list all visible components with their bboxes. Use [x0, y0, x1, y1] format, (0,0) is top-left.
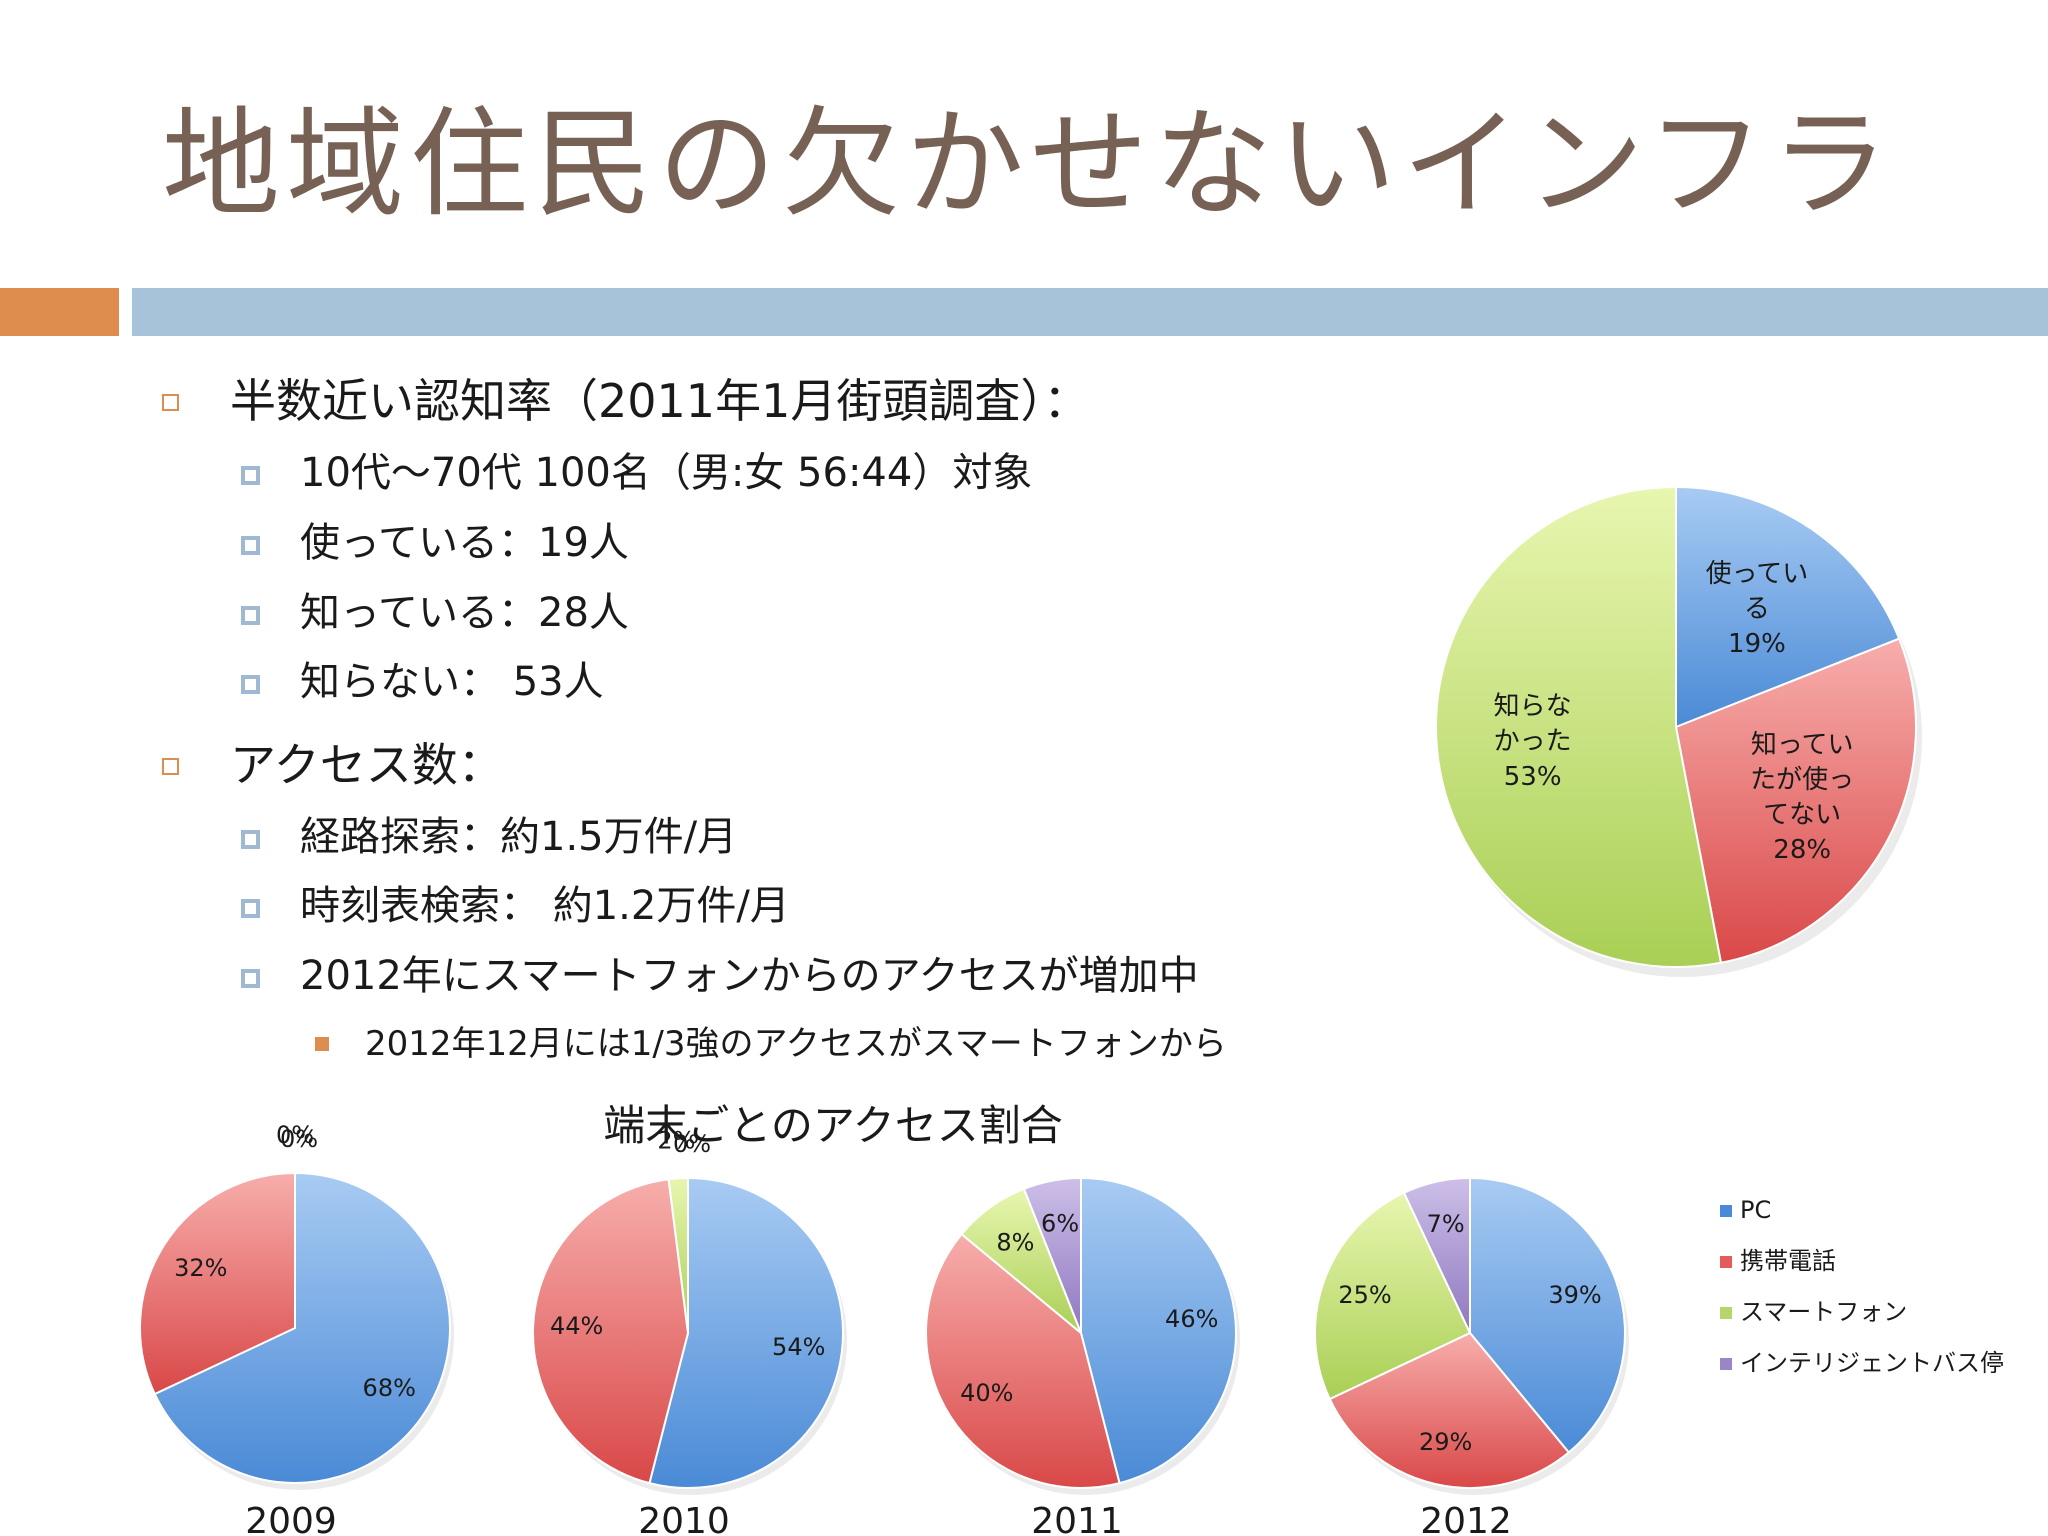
device-pie-label: 7% — [1427, 1210, 1465, 1238]
bullet-smartphone-share: 2012年12月には1/3強のアクセスがスマートフォンから — [365, 1024, 1227, 1064]
device-pie-year: 2009 — [245, 1501, 337, 1536]
sub-sub-bullet-marker — [315, 1037, 329, 1051]
device-pie-2009-slice — [139, 1171, 296, 1396]
legend-swatch — [1720, 1205, 1732, 1217]
device-pie-label: 6% — [1041, 1209, 1079, 1237]
bullet-access-count: アクセス数： — [230, 738, 504, 792]
sub-bullet-marker — [241, 606, 260, 625]
bullet-survey-target: 10代〜70代 100名（男:女 56:44）対象 — [300, 450, 1033, 496]
legend-label: PC — [1740, 1196, 1771, 1224]
device-pie-label: 32% — [174, 1254, 227, 1282]
bullet-not-knowing: 知らない： 53人 — [300, 659, 604, 705]
bullet-awareness: 半数近い認知率（2011年1月街頭調査）： — [230, 374, 1090, 428]
sub-bullet-marker — [241, 536, 260, 555]
device-pie-label: 0% — [276, 1121, 314, 1149]
legend-swatch — [1720, 1358, 1732, 1370]
device-pie-label: 39% — [1548, 1281, 1601, 1309]
device-pie-2011-slice — [1022, 1176, 1082, 1334]
device-pie-label: 44% — [550, 1312, 603, 1340]
awareness-pie-label: 使っている 19% — [1706, 559, 1809, 659]
legend-swatch — [1720, 1307, 1732, 1319]
device-pie-label: 29% — [1419, 1428, 1472, 1456]
bullet-marker — [162, 758, 179, 775]
device-pie-2011-slice — [925, 1232, 1121, 1489]
device-pie-2010-slice — [667, 1176, 689, 1334]
sub-bullet-marker — [241, 830, 260, 849]
bullet-route-search: 経路探索：約1.5万件/月 — [300, 814, 738, 860]
legend-swatch — [1720, 1256, 1732, 1268]
legend-label: インテリジェントバス停 — [1740, 1349, 2004, 1377]
bullet-timetable-search: 時刻表検索： 約1.2万件/月 — [300, 883, 790, 929]
device-pie-2010-slice — [531, 1178, 690, 1485]
bullet-knowing: 知っている：28人 — [300, 590, 629, 636]
device-pie-2012-slice — [1402, 1176, 1471, 1334]
awareness-pie-slice — [1674, 637, 1918, 964]
device-pie-label: 2% — [657, 1126, 695, 1154]
device-pie-2009-slice — [153, 1171, 451, 1484]
device-pie-year: 2010 — [638, 1501, 730, 1536]
device-pie-2011-slice — [1080, 1176, 1237, 1485]
sub-bullet-marker — [241, 675, 260, 694]
bullet-marker — [162, 394, 179, 411]
awareness-pie-label: 知らなかった 53% — [1494, 692, 1572, 792]
awareness-pie-label: 知っていたが使ってない 28% — [1750, 730, 1854, 865]
sub-bullet-marker — [241, 899, 260, 918]
awareness-pie-slice — [1435, 485, 1723, 968]
device-pie-label: 68% — [363, 1374, 416, 1402]
accent-bar-blue — [132, 288, 2048, 336]
accent-bar-orange — [0, 288, 119, 336]
device-pie-year: 2011 — [1031, 1501, 1123, 1536]
device-pie-2012-slice — [1314, 1191, 1472, 1401]
legend-label: 携帯電話 — [1740, 1247, 1836, 1275]
device-pie-label: 54% — [772, 1333, 825, 1361]
device-pie-label: 40% — [960, 1379, 1013, 1407]
awareness-pie-slice — [1675, 485, 1901, 729]
device-pie-label: 46% — [1165, 1305, 1218, 1333]
sub-bullet-marker — [241, 466, 260, 485]
device-pie-label: 0% — [280, 1125, 318, 1153]
bullet-using: 使っている：19人 — [300, 520, 629, 566]
bullet-smartphone-increase: 2012年にスマートフォンからのアクセスが増加中 — [300, 953, 1199, 999]
device-pie-2010-slice — [648, 1176, 844, 1489]
device-pie-2012-slice — [1469, 1176, 1626, 1454]
slide-title: 地域住民の欠かせないインフラ — [162, 95, 1895, 233]
device-chart-title: 端末ごとのアクセス割合 — [603, 1101, 1062, 1150]
device-pie-label: 0% — [673, 1130, 711, 1158]
legend-label: スマートフォン — [1740, 1298, 1907, 1326]
sub-bullet-marker — [241, 969, 260, 988]
device-pie-label: 25% — [1338, 1281, 1391, 1309]
device-pie-year: 2012 — [1420, 1501, 1512, 1536]
device-pie-label: 8% — [996, 1229, 1034, 1257]
